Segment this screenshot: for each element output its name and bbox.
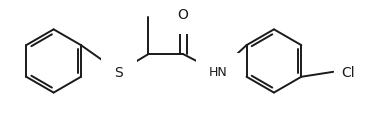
- Text: S: S: [114, 65, 123, 79]
- Text: O: O: [178, 7, 188, 21]
- Text: HN: HN: [208, 66, 227, 79]
- Text: Cl: Cl: [341, 65, 355, 79]
